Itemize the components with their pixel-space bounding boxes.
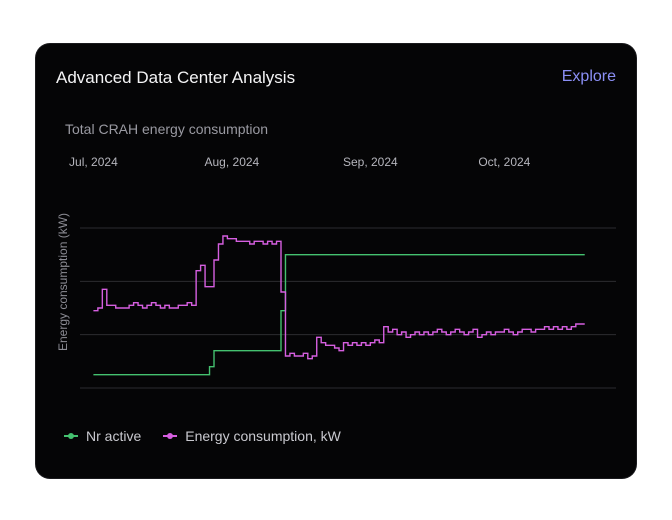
x-axis-ticks: Jul, 2024 Aug, 2024 Sep, 2024 Oct, 2024: [69, 155, 531, 169]
x-tick-label: Aug, 2024: [205, 155, 260, 169]
legend-item-nr-active[interactable]: Nr active: [64, 428, 141, 444]
legend-label: Energy consumption, kW: [185, 428, 341, 444]
legend: Nr active Energy consumption, kW: [64, 428, 341, 444]
gridlines: [80, 227, 616, 389]
chart-title: Total CRAH energy consumption: [65, 121, 269, 137]
x-tick-label: Sep, 2024: [343, 155, 398, 169]
series-line-0: [93, 253, 585, 376]
series-lines: [93, 235, 585, 376]
chart-card: Advanced Data Center Analysis Explore To…: [36, 44, 636, 478]
y-axis-title: Energy consumption (kW): [56, 213, 70, 351]
series-line-1: [93, 235, 585, 360]
x-tick-label: Jul, 2024: [69, 155, 118, 169]
legend-item-energy-consumption[interactable]: Energy consumption, kW: [163, 428, 341, 444]
legend-marker-icon: [64, 431, 78, 441]
card-title: Advanced Data Center Analysis: [56, 68, 296, 87]
explore-link[interactable]: Explore: [561, 68, 616, 85]
x-tick-label: Oct, 2024: [478, 155, 530, 169]
chart-plot: Jul, 2024 Aug, 2024 Sep, 2024 Oct, 2024 Ene…: [56, 155, 616, 389]
legend-label: Nr active: [86, 428, 142, 444]
legend-marker-icon: [163, 431, 178, 441]
